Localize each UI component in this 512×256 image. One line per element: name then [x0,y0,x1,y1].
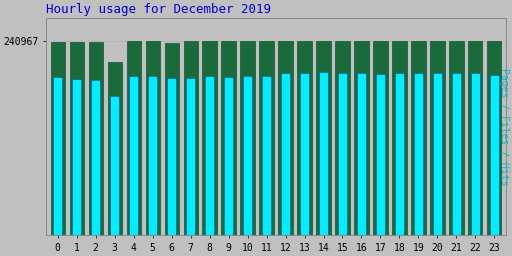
Bar [222,41,236,235]
Bar [300,73,309,235]
Bar [490,75,499,235]
Bar [183,41,198,235]
Bar [468,41,482,235]
Bar [338,73,347,235]
Bar [335,41,350,235]
Bar [449,41,463,235]
Bar [167,78,176,235]
Bar [126,41,141,235]
Bar [130,76,138,235]
Bar [430,41,444,235]
Bar [51,42,65,235]
Bar [411,41,425,235]
Bar [164,43,179,235]
Bar [487,41,501,235]
Bar [145,41,160,235]
Bar [373,41,388,235]
Bar [319,72,328,235]
Bar [395,73,404,235]
Bar [224,77,233,235]
Bar [357,73,366,235]
Bar [376,74,385,235]
Bar [53,77,62,235]
Bar [70,42,84,235]
Bar [241,41,254,235]
Bar [262,76,271,235]
Bar [281,73,290,235]
Bar [452,73,461,235]
Text: Hourly usage for December 2019: Hourly usage for December 2019 [47,4,271,16]
Y-axis label: Pages / Files / Hits: Pages / Files / Hits [499,68,508,185]
Bar [108,62,122,235]
Bar [260,41,274,235]
Bar [316,41,331,235]
Bar [354,41,369,235]
Bar [73,79,81,235]
Bar [205,76,214,235]
Bar [414,73,423,235]
Bar [186,78,195,235]
Bar [392,41,407,235]
Bar [297,41,312,235]
Bar [279,41,293,235]
Bar [92,80,100,235]
Bar [203,41,217,235]
Bar [148,76,157,235]
Bar [111,97,119,235]
Bar [89,42,103,235]
Bar [471,73,480,235]
Bar [433,73,442,235]
Bar [243,76,252,235]
